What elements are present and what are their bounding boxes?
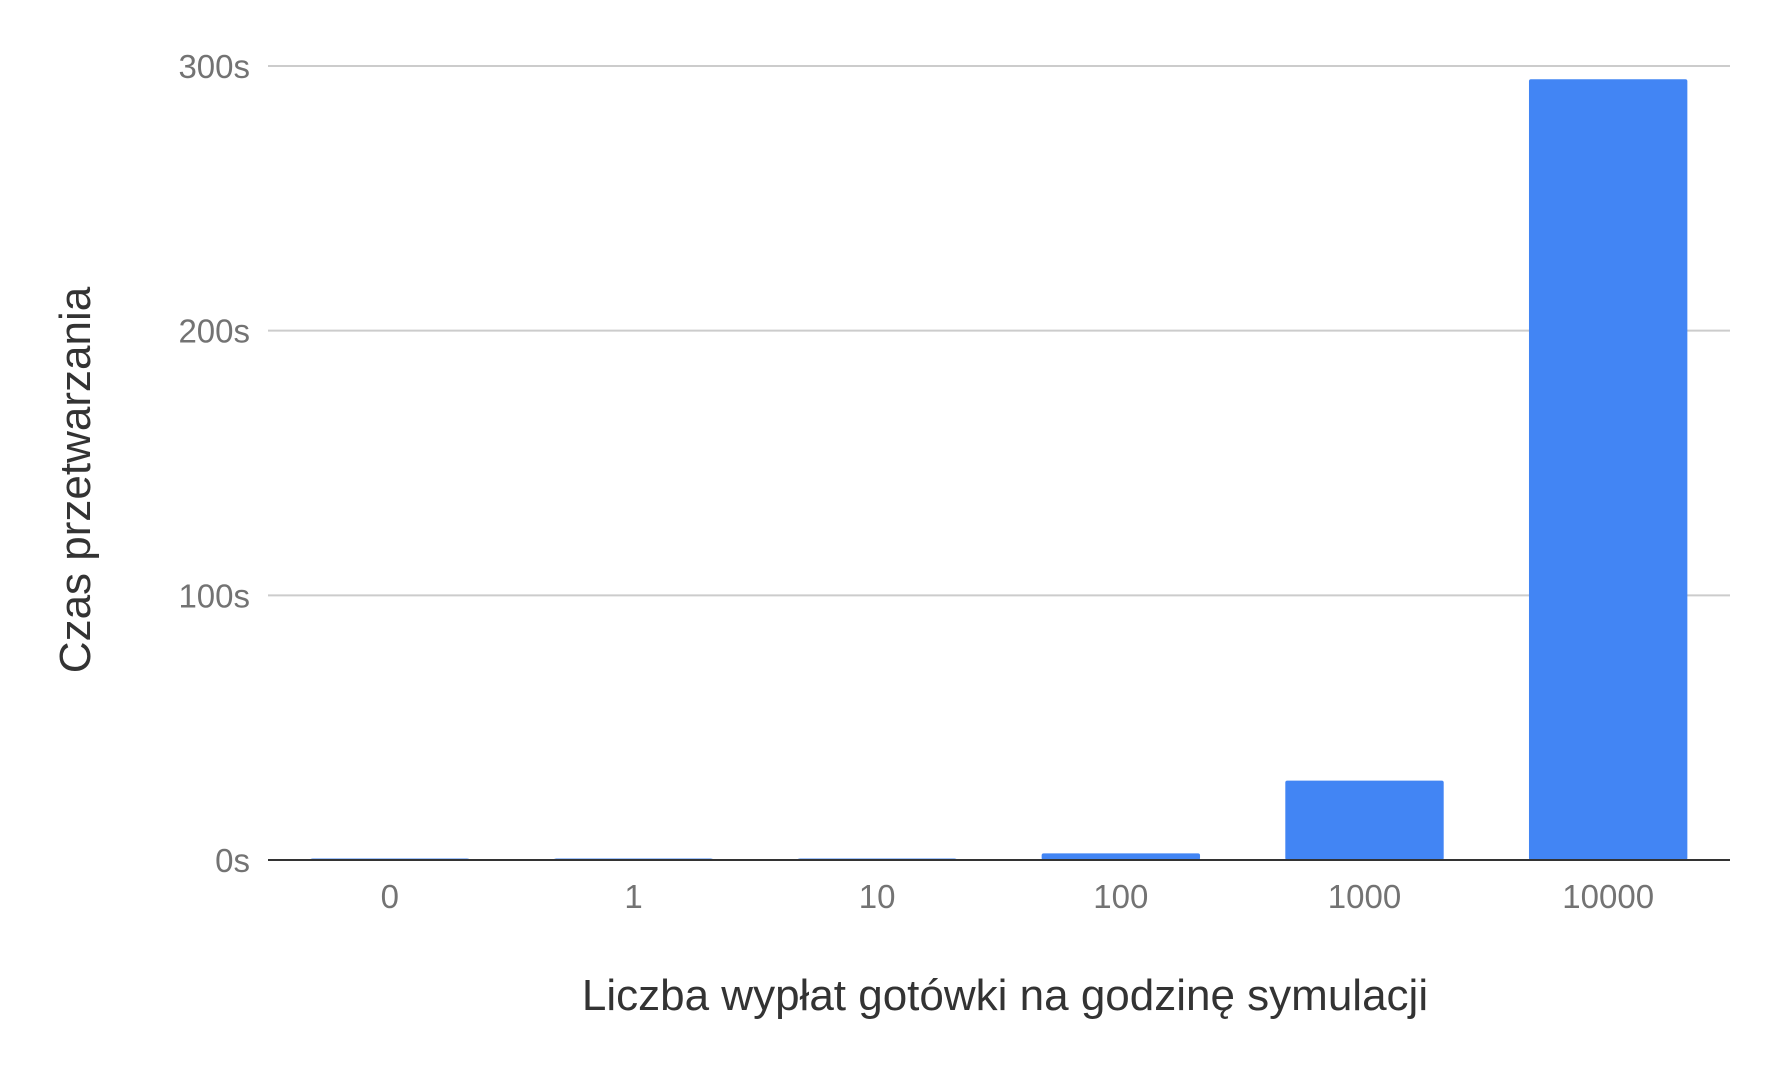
y-tick-label: 0s bbox=[215, 842, 250, 879]
bars bbox=[310, 79, 1688, 860]
bar-100 bbox=[1041, 853, 1201, 860]
x-tick-label: 10 bbox=[859, 878, 896, 915]
x-tick-label: 0 bbox=[381, 878, 399, 915]
gridlines bbox=[268, 65, 1730, 597]
y-tick-label: 300s bbox=[178, 48, 250, 85]
x-tick-label: 1000 bbox=[1328, 878, 1401, 915]
y-tick-label: 100s bbox=[178, 577, 250, 614]
x-tick-label: 100 bbox=[1093, 878, 1148, 915]
y-axis-title: Czas przetwarzania bbox=[51, 286, 100, 673]
x-tick-label: 10000 bbox=[1562, 878, 1654, 915]
bar-1000 bbox=[1285, 780, 1444, 860]
x-tick-label: 1 bbox=[624, 878, 642, 915]
x-axis-title: Liczba wypłat gotówki na godzinę symulac… bbox=[582, 971, 1428, 1020]
axes: 0s 100s 200s 300s 0 1 10 100 1000 10000 bbox=[178, 48, 1730, 915]
bar-10000 bbox=[1528, 79, 1688, 860]
y-tick-label: 200s bbox=[178, 313, 250, 350]
